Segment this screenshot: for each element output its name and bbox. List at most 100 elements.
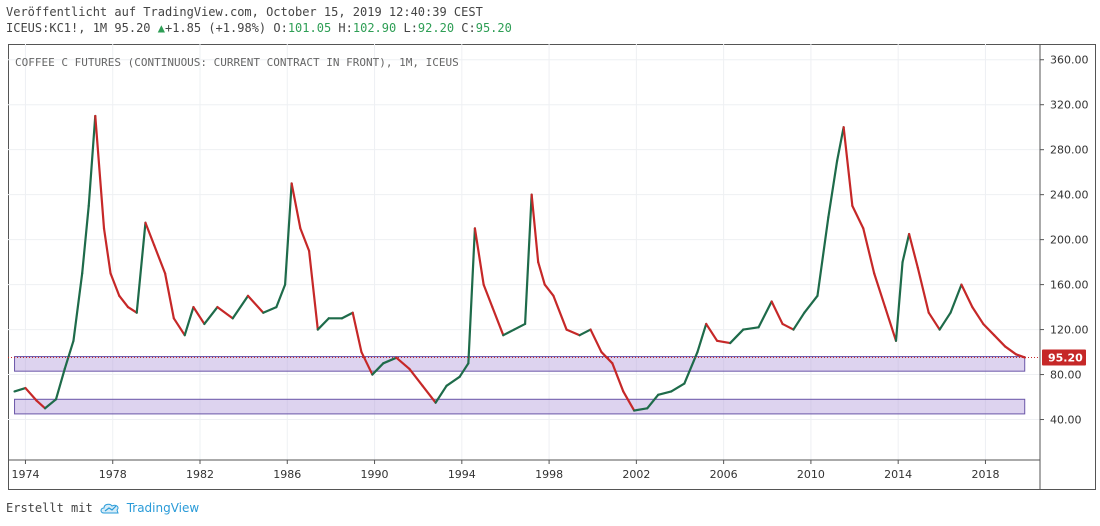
price-segment <box>633 407 649 412</box>
price-segment <box>657 390 673 396</box>
price-segment <box>231 294 250 320</box>
price-segment <box>1014 353 1026 359</box>
price-segment <box>600 350 614 365</box>
price-segment <box>816 216 830 297</box>
price-segment <box>781 322 795 331</box>
price-axis[interactable]: 40.00 80.00 120.00 160.00 200.00 240.00 280.00… <box>1040 54 1089 427</box>
price-segment <box>13 386 27 393</box>
low-label: L: <box>403 21 418 35</box>
price-segment <box>792 311 806 331</box>
price-change: +1.85 (+1.98%) <box>164 21 267 35</box>
price-segment <box>351 311 363 354</box>
price-segment <box>971 305 985 326</box>
y-tick-label: 40.00 <box>1050 414 1082 427</box>
price-segment <box>43 398 58 410</box>
price-segment <box>395 356 411 371</box>
price-segment <box>192 305 206 326</box>
chart-border <box>8 44 1096 490</box>
price-segment <box>72 272 84 342</box>
price-segment <box>883 305 898 342</box>
price-segment <box>316 317 330 331</box>
x-tick-label: 1978 <box>99 468 127 481</box>
price-segment <box>715 339 732 345</box>
support-zone-rect <box>14 356 1026 372</box>
x-tick-label: 2002 <box>622 468 650 481</box>
price-segment <box>421 384 437 404</box>
price-segment <box>467 227 477 365</box>
price-segment <box>513 322 527 331</box>
price-segment <box>262 305 278 314</box>
price-segment <box>54 367 66 401</box>
price-segment <box>144 221 156 247</box>
price-segment <box>35 399 47 410</box>
price-segment <box>290 182 302 230</box>
price-segment <box>408 367 424 387</box>
price-segment <box>371 362 385 376</box>
chart-header: Veröffentlicht auf TradingView.com, Octo… <box>6 4 512 36</box>
price-segment <box>646 393 660 410</box>
high-label: H: <box>338 21 353 35</box>
price-segment <box>589 328 603 354</box>
price-segment <box>163 272 175 320</box>
price-segment <box>705 322 719 342</box>
tradingview-brand[interactable]: TradingView <box>126 501 200 515</box>
price-segment <box>927 311 941 331</box>
time-axis[interactable]: 1974 1978 1982 1986 1990 1994 1998 2002 2006 2010… <box>11 460 999 481</box>
price-segment <box>94 114 106 230</box>
x-tick-label: 2018 <box>971 468 999 481</box>
price-segment <box>434 384 448 404</box>
x-tick-label: 2010 <box>797 468 825 481</box>
price-segment <box>275 283 287 309</box>
x-tick-label: 1982 <box>186 468 214 481</box>
x-tick-label: 2014 <box>884 468 912 481</box>
price-segment <box>803 294 819 314</box>
price-segment <box>153 244 167 275</box>
open-label: O: <box>273 21 288 35</box>
price-segment <box>473 227 485 286</box>
open-value: 101.05 <box>287 21 332 35</box>
price-segment <box>578 328 592 337</box>
price-segment <box>458 362 470 378</box>
price-segment <box>24 386 38 402</box>
price-segment <box>491 305 505 337</box>
price-segment <box>307 249 319 331</box>
price-segment <box>340 311 354 320</box>
price-segment <box>246 294 265 314</box>
price-segment <box>873 272 887 309</box>
price-segment <box>894 261 904 342</box>
symbol-label[interactable]: ICEUS:KC1!, 1M <box>6 21 108 35</box>
gridlines <box>8 44 1040 460</box>
close-value: 95.20 <box>475 21 512 35</box>
chart-area[interactable]: 40.00 80.00 120.00 160.00 200.00 240.00 280.00… <box>8 44 1096 490</box>
price-segment <box>982 322 996 337</box>
price-segment <box>851 204 865 230</box>
price-segment <box>299 227 311 252</box>
price-segment <box>611 362 625 393</box>
price-segment <box>382 356 398 365</box>
y-tick-label: 120.00 <box>1050 324 1089 337</box>
y-tick-label: 240.00 <box>1050 189 1089 202</box>
price-segment <box>901 232 911 264</box>
price-segment <box>63 339 75 371</box>
price-segment <box>87 114 97 208</box>
footer: Erstellt mit TradingView <box>6 501 199 515</box>
price-chart[interactable]: 40.00 80.00 120.00 160.00 200.00 240.00 280.00… <box>8 44 1096 490</box>
ohlc-line: ICEUS:KC1!, 1M 95.20 ▲+1.85 (+1.98%) O:1… <box>6 20 512 36</box>
last-price: 95.20 <box>114 21 151 35</box>
price-segment <box>126 305 138 314</box>
price-segment <box>283 182 293 286</box>
price-segment <box>135 221 147 314</box>
price-segment <box>1003 345 1018 356</box>
price-segment <box>543 283 555 297</box>
price-segment <box>622 390 636 412</box>
support-zone-rect <box>14 398 1026 415</box>
last-price-badge-label: 95.20 <box>1048 351 1083 364</box>
price-series <box>13 114 1026 412</box>
price-segment <box>960 283 974 309</box>
price-segment <box>670 382 686 393</box>
high-value: 102.90 <box>352 21 397 35</box>
y-tick-label: 320.00 <box>1050 99 1089 112</box>
tradingview-cloud-icon <box>100 503 119 514</box>
price-segment <box>552 294 568 331</box>
x-tick-label: 1974 <box>11 468 39 481</box>
